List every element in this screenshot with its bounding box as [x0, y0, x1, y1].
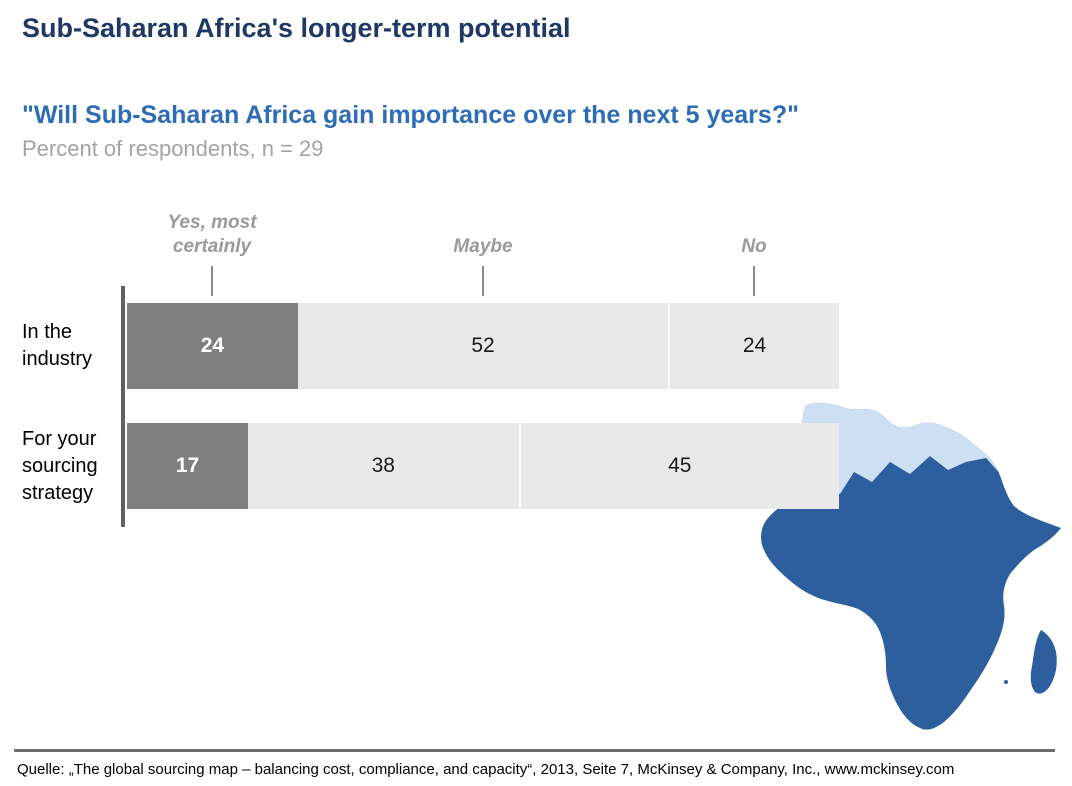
- tick-mark-maybe: [482, 266, 484, 296]
- source-citation: Quelle: „The global sourcing map – balan…: [17, 761, 955, 778]
- chart-question-title: "Will Sub-Saharan Africa gain importance…: [22, 101, 799, 129]
- answer-option-label-maybe: Maybe: [453, 236, 513, 257]
- bar-segment-value: 17: [175, 454, 200, 477]
- footer-divider-line: [14, 749, 1055, 752]
- answer-option-label-no: No: [741, 236, 767, 257]
- page-title: Sub-Saharan Africa's longer-term potenti…: [22, 13, 571, 43]
- bar-segment-no: 45: [518, 423, 839, 509]
- bar-segment-value: 24: [200, 334, 225, 357]
- madagascar-island: [1030, 630, 1057, 694]
- bar-segment-value: 52: [471, 334, 495, 357]
- tick-mark-no: [753, 266, 755, 296]
- bar-segment-value: 38: [371, 454, 395, 477]
- tick-mark-yes: [211, 266, 213, 296]
- row-label-sourcing-strategy: For your sourcing strategy: [22, 428, 98, 504]
- bar-segment-yes: 17: [127, 423, 249, 509]
- bar-row-0: 24 52 24: [127, 303, 839, 389]
- answer-option-label-yes: Yes, most certainly: [167, 212, 257, 257]
- bar-segment-value: 24: [742, 334, 767, 357]
- bar-segment-yes: 24: [127, 303, 298, 389]
- small-island-dot: [1004, 680, 1008, 684]
- bar-row-1: 17 38 45: [127, 423, 839, 509]
- chart-subtitle: Percent of respondents, n = 29: [22, 136, 324, 161]
- bar-segment-maybe: 52: [297, 303, 669, 389]
- bar-segment-maybe: 38: [248, 423, 519, 509]
- y-axis-line: [121, 286, 125, 527]
- row-label-industry: In the industry: [22, 321, 93, 370]
- bar-segment-no: 24: [668, 303, 839, 389]
- bar-segment-value: 45: [668, 454, 692, 477]
